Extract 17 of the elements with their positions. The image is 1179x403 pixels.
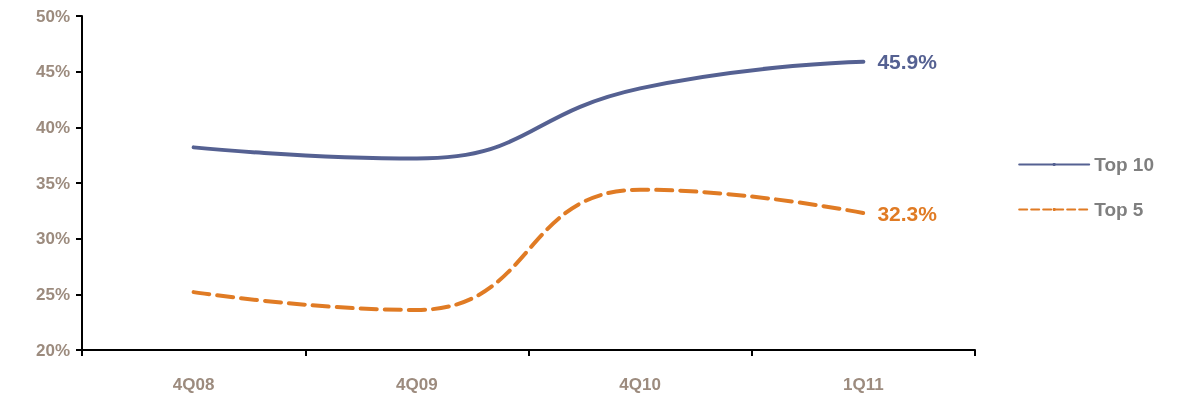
line-series xyxy=(191,187,866,312)
legend-label: Top 5 xyxy=(1094,199,1144,220)
y-tick-label: 35% xyxy=(35,173,70,193)
x-tick-label: 4Q08 xyxy=(172,375,215,394)
y-tick-label: 45% xyxy=(35,62,70,82)
line-series xyxy=(191,59,866,161)
data-label: 32.3% xyxy=(877,201,938,225)
x-tick-label: 4Q09 xyxy=(396,375,438,394)
y-tick-label: 25% xyxy=(35,284,70,304)
legend-label: Top 10 xyxy=(1094,154,1155,175)
data-label: 45.9% xyxy=(877,50,938,74)
x-tick-label: 4Q10 xyxy=(619,375,661,394)
y-tick-label: 40% xyxy=(35,117,70,137)
y-tick-label: 20% xyxy=(35,340,70,360)
y-tick-label: 30% xyxy=(35,229,70,249)
y-tick-label: 50% xyxy=(35,6,70,26)
x-tick-label: 1Q11 xyxy=(843,375,884,394)
